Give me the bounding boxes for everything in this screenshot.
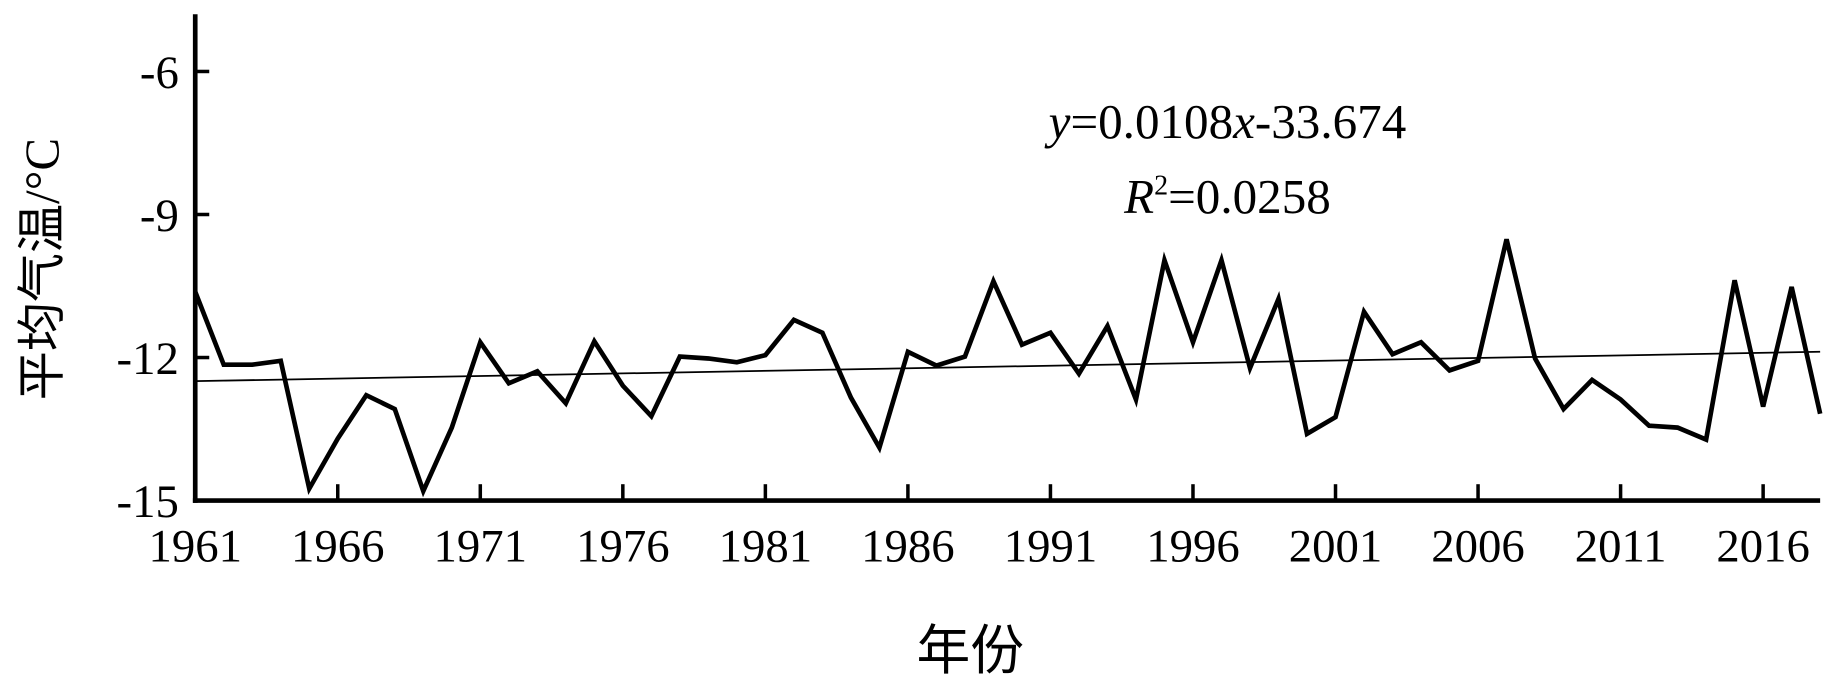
x-axis-label: 年份	[917, 621, 1025, 681]
x-tick-label: 1976	[576, 520, 669, 572]
equation: y=0.0108x-33.674	[1044, 94, 1407, 149]
x-tick-label: 1996	[1146, 520, 1240, 572]
x-tick-label: 2001	[1289, 520, 1383, 572]
r-squared-part: R	[1123, 169, 1154, 224]
r-squared-part: =0.0258	[1168, 169, 1331, 224]
y-tick-label: -15	[117, 476, 179, 528]
r-squared: R2=0.0258	[1123, 169, 1331, 224]
y-tick-label: -6	[140, 47, 179, 99]
equation-part: -33.674	[1255, 94, 1406, 149]
trend-line	[195, 350, 1821, 383]
x-tick-label: 2006	[1431, 520, 1525, 572]
x-tick-label: 2011	[1575, 520, 1667, 572]
x-tick-label: 1971	[434, 520, 528, 572]
x-tick-label: 1991	[1004, 520, 1098, 572]
x-tick-label: 1986	[861, 520, 955, 572]
equation-part: x	[1232, 94, 1255, 149]
x-tick-label: 1981	[719, 520, 813, 572]
temperature-line	[193, 238, 1823, 498]
equation-part: =0.0108	[1070, 94, 1233, 149]
r-squared-part: 2	[1154, 170, 1168, 201]
equation-part: y	[1044, 94, 1071, 149]
x-tick-label: 2016	[1716, 520, 1810, 572]
y-axis-label: 平均气温/°C	[14, 138, 69, 400]
y-tick-label: -9	[140, 190, 179, 242]
x-tick-label: 1961	[148, 520, 241, 572]
x-tick-label: 1966	[291, 520, 385, 572]
y-tick-label: -12	[117, 333, 179, 385]
